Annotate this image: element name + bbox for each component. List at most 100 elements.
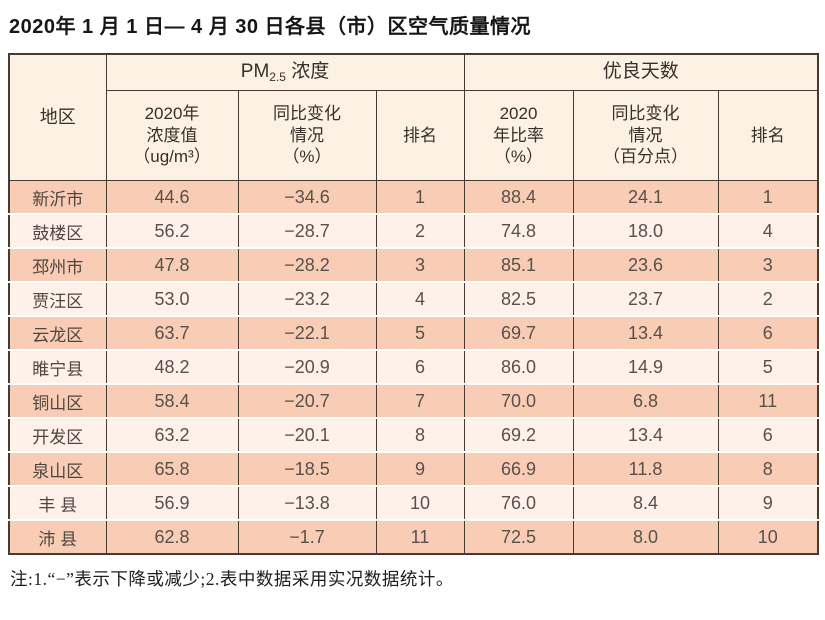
good-rank-cell: 6 xyxy=(717,417,819,453)
table-row: 丰 县 56.9 −13.8 10 76.0 8.4 9 xyxy=(8,485,819,521)
pm-rank-cell: 11 xyxy=(375,519,465,555)
header-good-rate: 2020 年比率 （%） xyxy=(463,90,574,181)
good-change-cell: 13.4 xyxy=(572,315,719,351)
good-change-cell: 11.8 xyxy=(572,451,719,487)
region-cell: 新沂市 xyxy=(8,180,107,215)
pm-value-cell: 44.6 xyxy=(105,180,239,215)
good-change-cell: 23.7 xyxy=(572,281,719,317)
table-row: 睢宁县 48.2 −20.9 6 86.0 14.9 5 xyxy=(8,349,819,385)
pm-change-cell: −22.1 xyxy=(237,315,377,351)
pm-value-cell: 65.8 xyxy=(105,451,239,487)
pm-value-cell: 56.9 xyxy=(105,485,239,521)
pm-value-cell: 53.0 xyxy=(105,281,239,317)
pm-value-cell: 48.2 xyxy=(105,349,239,385)
good-rate-cell: 69.7 xyxy=(463,315,574,351)
region-cell: 贾汪区 xyxy=(8,281,107,317)
page-title: 2020年 1 月 1 日— 4 月 30 日各县（市）区空气质量情况 xyxy=(9,16,532,38)
pm25-prefix: PM xyxy=(240,60,270,82)
pm-rank-cell: 6 xyxy=(375,349,465,385)
good-rate-cell: 76.0 xyxy=(463,485,574,521)
pm-change-cell: −28.7 xyxy=(237,213,377,249)
region-cell: 鼓楼区 xyxy=(8,213,107,249)
pm-value-cell: 56.2 xyxy=(105,213,239,249)
pm-rank-cell: 8 xyxy=(375,417,465,453)
header-group-row: 地区 PM2.5 浓度 优良天数 xyxy=(8,53,819,181)
region-cell: 云龙区 xyxy=(8,315,107,351)
region-cell: 泉山区 xyxy=(8,451,107,487)
good-rank-cell: 3 xyxy=(717,247,819,283)
good-rank-cell: 10 xyxy=(717,519,819,555)
pm-rank-cell: 9 xyxy=(375,451,465,487)
good-rank-cell: 5 xyxy=(717,349,819,385)
good-rank-cell: 1 xyxy=(717,180,819,215)
good-rank-cell: 8 xyxy=(717,451,819,487)
pm-change-cell: −13.8 xyxy=(237,485,377,521)
pm-change-cell: −23.2 xyxy=(237,281,377,317)
good-change-cell: 8.0 xyxy=(572,519,719,555)
good-rank-cell: 11 xyxy=(717,383,819,419)
table-row: 开发区 63.2 −20.1 8 69.2 13.4 6 xyxy=(8,417,819,453)
header-pm25-group: PM2.5 浓度 xyxy=(105,53,465,91)
good-change-cell: 24.1 xyxy=(572,180,719,215)
header-good-rank: 排名 xyxy=(717,90,819,181)
pm-value-cell: 47.8 xyxy=(105,247,239,283)
pm-rank-cell: 7 xyxy=(375,383,465,419)
region-cell: 睢宁县 xyxy=(8,349,107,385)
pm-value-cell: 63.7 xyxy=(105,315,239,351)
pm-change-cell: −28.2 xyxy=(237,247,377,283)
pm25-suffix: 浓度 xyxy=(285,60,330,82)
table-row: 鼓楼区 56.2 −28.7 2 74.8 18.0 4 xyxy=(8,213,819,249)
table-row: 新沂市 44.6 −34.6 1 88.4 24.1 1 xyxy=(8,180,819,215)
good-rate-cell: 86.0 xyxy=(463,349,574,385)
pm-rank-cell: 4 xyxy=(375,281,465,317)
pm-change-cell: −20.7 xyxy=(237,383,377,419)
good-rate-cell: 82.5 xyxy=(463,281,574,317)
table-row: 沛 县 62.8 −1.7 11 72.5 8.0 10 xyxy=(8,519,819,555)
table-row: 贾汪区 53.0 −23.2 4 82.5 23.7 2 xyxy=(8,281,819,317)
good-change-cell: 18.0 xyxy=(572,213,719,249)
pm-value-cell: 63.2 xyxy=(105,417,239,453)
pm-value-cell: 58.4 xyxy=(105,383,239,419)
pm-value-cell: 62.8 xyxy=(105,519,239,555)
pm-change-cell: −18.5 xyxy=(237,451,377,487)
header-pm-change: 同比变化 情况 （%） xyxy=(237,90,377,181)
region-cell: 丰 县 xyxy=(8,485,107,521)
pm-rank-cell: 2 xyxy=(375,213,465,249)
table-row: 泉山区 65.8 −18.5 9 66.9 11.8 8 xyxy=(8,451,819,487)
header-pm-value: 2020年 浓度值 （ug/m³） xyxy=(105,90,239,181)
good-change-cell: 13.4 xyxy=(572,417,719,453)
pm-rank-cell: 5 xyxy=(375,315,465,351)
good-rate-cell: 70.0 xyxy=(463,383,574,419)
pm-change-cell: −34.6 xyxy=(237,180,377,215)
good-change-cell: 6.8 xyxy=(572,383,719,419)
air-quality-table: 地区 PM2.5 浓度 优良天数 2020年 浓度值 （ug/m³） 同比变化 … xyxy=(8,53,819,555)
region-cell: 开发区 xyxy=(8,417,107,453)
region-cell: 铜山区 xyxy=(8,383,107,419)
header-pm-rank: 排名 xyxy=(375,90,465,181)
good-rank-cell: 9 xyxy=(717,485,819,521)
header-good-change: 同比变化 情况 （百分点） xyxy=(572,90,719,181)
pm-change-cell: −1.7 xyxy=(237,519,377,555)
good-rate-cell: 72.5 xyxy=(463,519,574,555)
page: 2020年 1 月 1 日— 4 月 30 日各县（市）区空气质量情况 地区 P… xyxy=(8,16,819,589)
good-change-cell: 14.9 xyxy=(572,349,719,385)
region-cell: 沛 县 xyxy=(8,519,107,555)
pm25-subscript: 2.5 xyxy=(269,69,286,84)
good-rank-cell: 4 xyxy=(717,213,819,249)
good-rate-cell: 74.8 xyxy=(463,213,574,249)
table-row: 铜山区 58.4 −20.7 7 70.0 6.8 11 xyxy=(8,383,819,419)
good-rate-cell: 69.2 xyxy=(463,417,574,453)
header-sub-row: 2020年 浓度值 （ug/m³） 同比变化 情况 （%） 排名 2020 年比… xyxy=(9,90,819,181)
good-change-cell: 8.4 xyxy=(572,485,719,521)
header-region: 地区 xyxy=(8,53,107,181)
good-rate-cell: 66.9 xyxy=(463,451,574,487)
pm-rank-cell: 3 xyxy=(375,247,465,283)
footnote: 注:1.“−”表示下降或减少;2.表中数据采用实况数据统计。 xyxy=(10,569,454,589)
region-cell: 邳州市 xyxy=(8,247,107,283)
table-row: 邳州市 47.8 −28.2 3 85.1 23.6 3 xyxy=(8,247,819,283)
good-rate-cell: 88.4 xyxy=(463,180,574,215)
good-rate-cell: 85.1 xyxy=(463,247,574,283)
good-rank-cell: 6 xyxy=(717,315,819,351)
table-row: 云龙区 63.7 −22.1 5 69.7 13.4 6 xyxy=(8,315,819,351)
pm-change-cell: −20.9 xyxy=(237,349,377,385)
